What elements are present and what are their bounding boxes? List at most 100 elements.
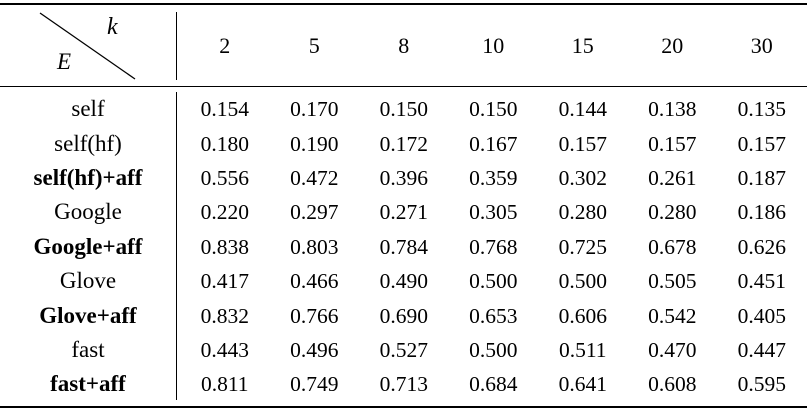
row-label: Google <box>54 199 122 225</box>
table-cell: 0.556 <box>200 165 249 190</box>
table-cell: 0.838 <box>200 234 249 259</box>
table-cell: 0.405 <box>737 303 786 328</box>
table-cell: 0.396 <box>379 165 428 190</box>
table-cell: 0.811 <box>200 372 249 397</box>
table-cell: 0.167 <box>469 131 518 156</box>
table-cell: 0.505 <box>648 269 697 294</box>
row-label: Glove+aff <box>39 302 137 328</box>
table-cell: 0.606 <box>558 303 607 328</box>
corner-cell: k E <box>0 5 176 86</box>
row-values: 0.838 0.803 0.784 0.768 0.725 0.678 0.626 <box>180 230 807 264</box>
column-header: 30 <box>750 33 773 58</box>
table-cell: 0.261 <box>648 165 697 190</box>
row-label: self <box>71 96 105 122</box>
table-cell: 0.500 <box>469 337 518 362</box>
row-values: 0.180 0.190 0.172 0.167 0.157 0.157 0.157 <box>180 127 807 161</box>
column-header: 2 <box>219 33 231 58</box>
row-values: 0.832 0.766 0.690 0.653 0.606 0.542 0.405 <box>180 299 807 333</box>
table-cell: 0.641 <box>558 372 607 397</box>
top-rule <box>0 3 807 5</box>
table-row: self(hf) 0.180 0.190 0.172 0.167 0.157 0.157 0.… <box>0 126 807 160</box>
table-row: Glove 0.417 0.466 0.490 0.500 0.500 0.505 0.451 <box>0 264 807 298</box>
table-cell: 0.280 <box>648 200 697 225</box>
table-cell: 0.150 <box>469 97 518 122</box>
column-header: 15 <box>571 33 594 58</box>
table-cell: 0.144 <box>558 97 607 122</box>
table-row: fast 0.443 0.496 0.527 0.500 0.511 0.470 0.447 <box>0 333 807 367</box>
body-column-divider <box>176 92 178 400</box>
table-cell: 0.511 <box>558 337 607 362</box>
table-cell: 0.472 <box>290 165 339 190</box>
row-values: 0.811 0.749 0.713 0.684 0.641 0.608 0.595 <box>180 367 807 401</box>
row-values: 0.556 0.472 0.396 0.359 0.302 0.261 0.187 <box>180 161 807 195</box>
row-label: self(hf) <box>54 130 122 156</box>
table-cell: 0.280 <box>558 200 607 225</box>
column-header: 20 <box>661 33 684 58</box>
row-label: self(hf)+aff <box>33 164 143 190</box>
table-cell: 0.187 <box>737 165 786 190</box>
table-cell: 0.684 <box>469 372 518 397</box>
column-header-row: 2 5 8 10 15 20 30 <box>180 28 807 64</box>
table-cell: 0.803 <box>290 234 339 259</box>
table-cell: 0.297 <box>290 200 339 225</box>
header-column-divider <box>176 12 178 80</box>
header-rule <box>0 86 807 88</box>
table-cell: 0.190 <box>290 131 339 156</box>
table-cell: 0.447 <box>737 337 786 362</box>
table-cell: 0.500 <box>469 269 518 294</box>
table-cell: 0.784 <box>379 234 428 259</box>
table-cell: 0.417 <box>200 269 249 294</box>
row-values: 0.417 0.466 0.490 0.500 0.500 0.505 0.451 <box>180 264 807 298</box>
table-cell: 0.470 <box>648 337 697 362</box>
table-cell: 0.690 <box>379 303 428 328</box>
row-values: 0.220 0.297 0.271 0.305 0.280 0.280 0.186 <box>180 195 807 229</box>
table-cell: 0.749 <box>290 372 339 397</box>
table-cell: 0.157 <box>737 131 786 156</box>
table-row: self 0.154 0.170 0.150 0.150 0.144 0.138 0.135 <box>0 92 807 126</box>
table-cell: 0.766 <box>290 303 339 328</box>
table-body: self 0.154 0.170 0.150 0.150 0.144 0.138 0.135 s… <box>0 92 807 402</box>
column-header: 8 <box>398 33 410 58</box>
column-header: 5 <box>308 33 320 58</box>
corner-top-label: k <box>107 14 118 40</box>
table-row: self(hf)+aff 0.556 0.472 0.396 0.359 0.302 0.2… <box>0 161 807 195</box>
table-cell: 0.220 <box>200 200 249 225</box>
table-cell: 0.150 <box>379 97 428 122</box>
table-cell: 0.302 <box>558 165 607 190</box>
table-cell: 0.180 <box>200 131 249 156</box>
row-values: 0.443 0.496 0.527 0.500 0.511 0.470 0.447 <box>180 333 807 367</box>
table-cell: 0.496 <box>290 337 339 362</box>
table-cell: 0.170 <box>290 97 339 122</box>
table-cell: 0.186 <box>737 200 786 225</box>
table-cell: 0.157 <box>648 131 697 156</box>
table-cell: 0.768 <box>469 234 518 259</box>
table-cell: 0.451 <box>737 269 786 294</box>
table-cell: 0.595 <box>737 372 786 397</box>
row-values: 0.154 0.170 0.150 0.150 0.144 0.138 0.135 <box>180 92 807 126</box>
table-cell: 0.653 <box>469 303 518 328</box>
table-cell: 0.608 <box>648 372 697 397</box>
table-cell: 0.500 <box>558 269 607 294</box>
row-label: fast+aff <box>50 371 126 397</box>
table-row: fast+aff 0.811 0.749 0.713 0.684 0.641 0.608 0.… <box>0 367 807 401</box>
table-cell: 0.359 <box>469 165 518 190</box>
row-label: Glove <box>59 268 117 294</box>
bottom-rule <box>0 406 807 408</box>
table-cell: 0.443 <box>200 337 249 362</box>
table-cell: 0.725 <box>558 234 607 259</box>
table-cell: 0.172 <box>379 131 428 156</box>
table-cell: 0.713 <box>379 372 428 397</box>
corner-diagonal <box>39 12 136 80</box>
table-cell: 0.305 <box>469 200 518 225</box>
table-cell: 0.466 <box>290 269 339 294</box>
table-row: Glove+aff 0.832 0.766 0.690 0.653 0.606 0.542 0… <box>0 298 807 332</box>
corner-bottom-label: E <box>57 49 72 74</box>
row-label: fast <box>71 336 105 362</box>
table-cell: 0.135 <box>737 97 786 122</box>
table-cell: 0.542 <box>648 303 697 328</box>
table-cell: 0.626 <box>737 234 786 259</box>
table-cell: 0.832 <box>200 303 249 328</box>
table-cell: 0.678 <box>648 234 697 259</box>
table-row: Google+aff 0.838 0.803 0.784 0.768 0.725 0.678… <box>0 230 807 264</box>
